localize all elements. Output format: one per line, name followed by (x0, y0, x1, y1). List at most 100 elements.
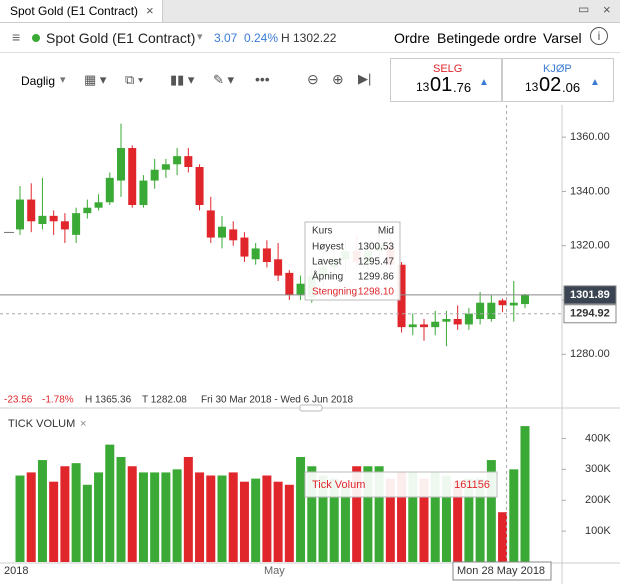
volume-bar (217, 475, 227, 562)
jump-end[interactable]: ▶| (358, 71, 372, 86)
candle-body (38, 215, 47, 224)
candle-body (184, 156, 193, 167)
candle-body (341, 251, 350, 260)
up-arrow: ▲ (479, 77, 489, 88)
volume-bar (374, 466, 384, 562)
candle-body (296, 283, 305, 295)
window-restore[interactable]: ▭ (578, 2, 590, 16)
price-big: 01 (430, 74, 453, 96)
more-tool[interactable]: ••• (255, 71, 270, 87)
draw-tool[interactable]: ✎ ▾ (213, 72, 235, 87)
volume-bar (105, 444, 115, 562)
change-pct: 0.24% (244, 31, 279, 45)
instrument-title[interactable]: Spot Gold (E1 Contract) (46, 30, 196, 46)
tooltip-head: Kurs (312, 226, 333, 237)
volume-bar (520, 426, 530, 562)
candle-body (161, 164, 170, 170)
window-close[interactable]: × (603, 2, 611, 17)
volume-bar (183, 456, 193, 562)
candle-body (105, 177, 114, 203)
volume-title: TICK VOLUM (8, 418, 75, 430)
sell-button[interactable]: SELG 13 01 .76 ▲ (390, 58, 502, 102)
y-tick-label: 1340.00 (570, 185, 610, 197)
info-value: Fri 30 Mar 2018 - Wed 6 Jun 2018 (201, 395, 354, 406)
tab[interactable]: Spot Gold (E1 Contract) × (0, 0, 163, 22)
volume-bar (228, 472, 238, 562)
tooltip-label: Lavest (312, 257, 342, 268)
candle-body (218, 226, 226, 238)
menu-item[interactable]: Ordre (394, 30, 430, 46)
tooltip (304, 221, 401, 301)
candle-body (476, 302, 485, 319)
candle-body (229, 229, 238, 241)
menu-item[interactable]: Varsel (543, 30, 582, 46)
volume-bar (26, 472, 36, 562)
change: 3.07 (214, 31, 238, 45)
dropdown[interactable]: ▾ (60, 74, 66, 86)
volume-bar (296, 456, 306, 562)
volume-tooltip-label: Tick Volum (312, 479, 365, 491)
info-value: -1.78% (42, 395, 74, 406)
candle-body (262, 248, 271, 262)
volume-bar (150, 472, 160, 562)
y-tick-label: 1280.00 (570, 348, 610, 360)
candle-body (521, 294, 529, 305)
volume-tooltip (304, 471, 498, 498)
candle-body (363, 251, 372, 262)
volume-bar (195, 472, 205, 562)
candle-body (453, 319, 462, 325)
volume-bar (430, 472, 440, 562)
volume-bar (307, 466, 317, 562)
candle-body (240, 237, 249, 257)
period-select[interactable]: Daglig (21, 74, 56, 88)
volume-bar (363, 466, 373, 562)
dropdown[interactable]: ▾ (197, 31, 203, 43)
day-high: H 1302.22 (281, 31, 337, 45)
tooltip-label: Stengning (312, 287, 357, 298)
candle-body (49, 215, 58, 222)
x-label: May (264, 565, 285, 577)
candle-body (27, 199, 36, 222)
info-value: T 1282.08 (142, 395, 187, 406)
price-tag (563, 285, 617, 305)
volume-bar (116, 456, 126, 562)
zoom-in[interactable]: ⊕ (332, 71, 344, 87)
volume-bar (239, 481, 249, 562)
volume-bar (329, 478, 339, 562)
tooltip-head: Mid (378, 226, 394, 237)
tooltip-value: 1298.10 (358, 287, 395, 298)
up-arrow: ▲ (590, 77, 600, 88)
chart-type-tool[interactable]: ⧉ ▾ (125, 72, 144, 87)
candle-body (16, 199, 24, 230)
price-big: 02 (539, 74, 562, 96)
indicator-tool[interactable]: ▮▮ ▾ (170, 72, 195, 87)
menu-item[interactable]: Betingede ordre (437, 30, 537, 46)
menu-icon[interactable]: ≡ (12, 29, 21, 45)
tab-close[interactable]: × (146, 3, 154, 18)
v-tick-label: 100K (585, 525, 611, 537)
candle-body (60, 221, 69, 230)
price-small: .76 (453, 80, 472, 95)
candle-body (72, 213, 81, 235)
candle-body (94, 202, 103, 208)
candle-body (83, 207, 92, 214)
zoom-out[interactable]: ⊖ (307, 71, 319, 87)
buy-button[interactable]: KJØP 13 02 .06 ▲ (502, 58, 614, 102)
x-label: 2018 (4, 565, 28, 577)
candle-body (285, 272, 294, 295)
candle-body (386, 245, 395, 265)
volume-bar (464, 478, 474, 562)
volume-bar (82, 484, 92, 562)
v-tick-label: 400K (585, 432, 611, 444)
candle-body (509, 302, 518, 306)
volume-bar (138, 472, 148, 562)
calendar-tool[interactable]: ▦ ▾ (84, 72, 107, 87)
volume-bar (60, 466, 70, 562)
info-icon[interactable]: i (590, 27, 608, 45)
candle-body (251, 248, 260, 260)
candle-body (431, 321, 440, 328)
info-value: H 1365.36 (85, 395, 132, 406)
volume-tooltip-value: 161156 (454, 479, 490, 491)
candle-body (150, 169, 159, 181)
volume-bar (340, 484, 350, 562)
